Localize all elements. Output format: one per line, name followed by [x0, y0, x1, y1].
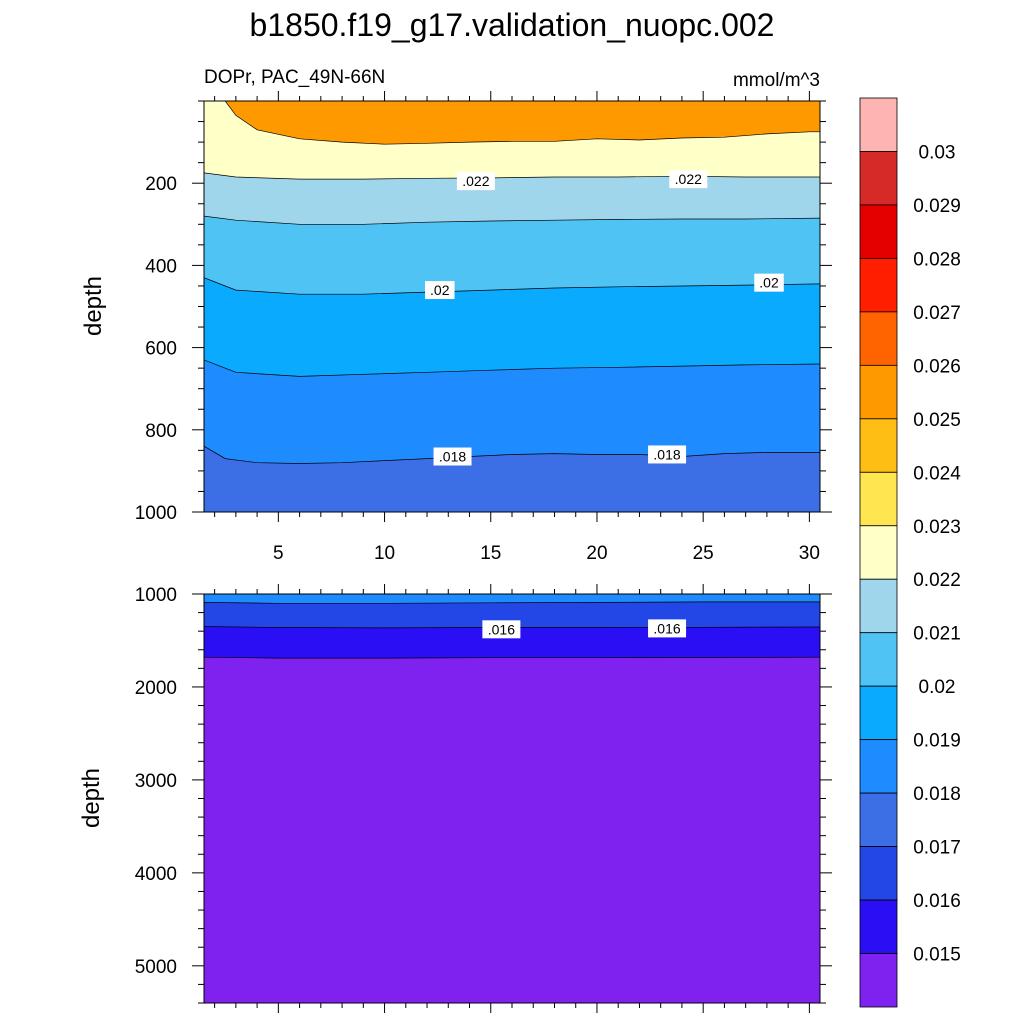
upper-y-tick-label: 200 — [145, 174, 177, 195]
upper-contour-line-0 — [224, 101, 820, 145]
colorbar-swatch — [859, 525, 898, 580]
lower-contour-label-box — [648, 619, 687, 638]
upper-contour-label: .022 — [462, 173, 489, 189]
colorbar-label: 0.019 — [913, 731, 961, 752]
colorbar-label: 0.026 — [913, 356, 961, 377]
upper-contour-label: .018 — [653, 446, 680, 462]
upper-x-tick-label: 25 — [693, 543, 714, 564]
upper-contour-line-2 — [204, 215, 820, 225]
colorbar-swatch — [859, 685, 898, 741]
upper-contour-label-box — [433, 447, 472, 466]
colorbar-label: 0.02 — [919, 677, 956, 698]
lower-y-axis-title: depth — [78, 768, 105, 828]
colorbar-swatch — [859, 311, 898, 366]
colorbar-label: 0.027 — [913, 303, 961, 324]
colorbar: 0.03 0.029 0.028 0.027 0.026 0.025 0.024 0.023 0… — [859, 97, 961, 1008]
colorbar-label: 0.021 — [913, 624, 961, 645]
upper-x-tick-label: 20 — [586, 543, 607, 564]
colorbar-swatch — [859, 471, 898, 527]
upper-y-tick-label: 600 — [145, 339, 177, 360]
upper-depth-panel: 5 10 15 20 25 30 200 400 600 800 1000 .022 .022 .02 .0… — [135, 91, 832, 564]
upper-contour-label-box — [456, 172, 495, 191]
upper-y-tick-label: 400 — [145, 256, 177, 277]
units-subtitle: mmol/m^3 — [733, 70, 820, 91]
colorbar-swatch — [859, 258, 898, 313]
colorbar-swatch — [859, 899, 898, 954]
upper-contour-label-box — [754, 273, 784, 292]
colorbar-swatch — [859, 953, 898, 1008]
upper-contour-label-box — [669, 170, 708, 189]
colorbar-label: 0.023 — [913, 517, 961, 538]
colorbar-swatch — [859, 792, 898, 847]
upper-x-tick-label: 10 — [374, 543, 395, 564]
lower-contour-line-0 — [204, 601, 820, 604]
lower-y-tick-label: 2000 — [135, 678, 177, 699]
colorbar-label: 0.018 — [913, 784, 961, 805]
colorbar-swatch — [859, 151, 898, 206]
upper-contour-label: .018 — [439, 449, 466, 465]
colorbar-label: 0.025 — [913, 410, 961, 431]
upper-contour-line-5 — [204, 445, 820, 464]
chart-title: b1850.f19_g17.validation_nuopc.002 — [250, 7, 775, 43]
colorbar-label: 0.029 — [913, 196, 961, 217]
upper-y-tick-label: 1000 — [135, 503, 177, 524]
lower-band-2 — [204, 657, 820, 1003]
lower-y-tick-label: 4000 — [135, 864, 177, 885]
upper-x-tick-label: 15 — [480, 543, 501, 564]
colorbar-label: 0.03 — [919, 142, 956, 163]
colorbar-swatch — [859, 204, 898, 259]
upper-contour-label-box — [648, 445, 687, 464]
lower-contour-fills — [204, 594, 820, 1003]
colorbar-label: 0.017 — [913, 838, 961, 859]
colorbar-swatch — [859, 578, 898, 634]
lower-contour-label: .016 — [488, 621, 515, 637]
upper-x-tick-label: 5 — [273, 543, 284, 564]
colorbar-swatch — [859, 364, 898, 420]
variable-region-subtitle: DOPr, PAC_49N-66N — [204, 67, 385, 88]
lower-contour-label-box — [482, 620, 521, 639]
lower-y-tick-label: 5000 — [135, 957, 177, 978]
colorbar-label: 0.028 — [913, 249, 961, 270]
colorbar-swatch — [859, 418, 898, 473]
colorbar-swatch — [859, 632, 898, 687]
lower-y-tick-label: 1000 — [135, 585, 177, 606]
upper-contour-line-3 — [204, 277, 820, 295]
colorbar-label: 0.024 — [913, 463, 961, 484]
upper-contour-label: .02 — [430, 282, 450, 298]
lower-depth-panel: 1000 2000 3000 4000 5000 .016 .016 — [135, 584, 832, 1013]
colorbar-label: 0.015 — [913, 945, 961, 966]
lower-y-tick-label: 3000 — [135, 771, 177, 792]
lower-contour-line-2 — [204, 656, 820, 659]
upper-contour-line-4 — [204, 359, 820, 377]
upper-contour-label-box — [425, 281, 455, 300]
colorbar-label: 0.022 — [913, 570, 961, 591]
upper-y-axis-title: depth — [80, 276, 107, 336]
colorbar-swatch — [859, 739, 898, 794]
lower-contour-label: .016 — [653, 620, 680, 636]
upper-contour-label: .022 — [675, 171, 702, 187]
upper-contour-label: .02 — [759, 275, 779, 291]
colorbar-label: 0.016 — [913, 891, 961, 912]
upper-y-tick-label: 800 — [145, 421, 177, 442]
colorbar-swatch — [859, 97, 898, 152]
upper-contour-fills — [204, 101, 820, 512]
upper-x-tick-label: 30 — [799, 543, 820, 564]
colorbar-swatch — [859, 846, 898, 901]
